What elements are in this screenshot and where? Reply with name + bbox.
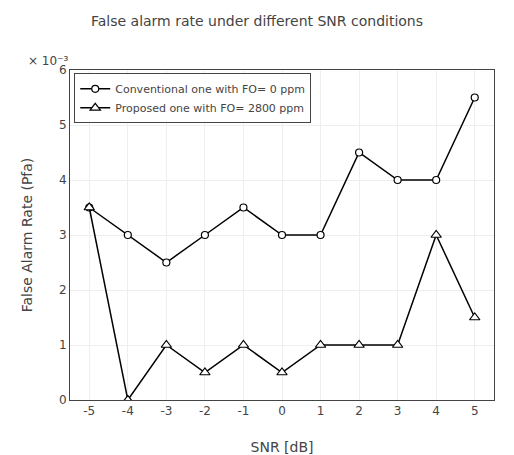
svg-text:False Alarm Rate (Pfa): False Alarm Rate (Pfa) <box>19 158 35 313</box>
svg-text:False alarm rate under differe: False alarm rate under different SNR con… <box>91 13 423 29</box>
svg-text:6: 6 <box>59 63 67 77</box>
svg-text:Conventional one with FO= 0 pp: Conventional one with FO= 0 ppm <box>115 83 305 96</box>
svg-text:0: 0 <box>278 404 286 418</box>
svg-text:5: 5 <box>59 118 67 132</box>
svg-text:-4: -4 <box>122 404 134 418</box>
svg-text:5: 5 <box>471 404 479 418</box>
svg-text:1: 1 <box>317 404 325 418</box>
svg-text:0: 0 <box>59 393 67 407</box>
svg-text:Proposed one with FO= 2800 ppm: Proposed one with FO= 2800 ppm <box>115 102 304 115</box>
svg-text:-5: -5 <box>83 404 95 418</box>
svg-text:3: 3 <box>394 404 402 418</box>
svg-text:1: 1 <box>59 338 67 352</box>
svg-text:× 10⁻³: × 10⁻³ <box>28 54 68 68</box>
svg-text:-1: -1 <box>237 404 249 418</box>
svg-text:4: 4 <box>432 404 440 418</box>
svg-text:2: 2 <box>59 283 67 297</box>
svg-text:SNR [dB]: SNR [dB] <box>251 439 314 455</box>
svg-text:3: 3 <box>59 228 67 242</box>
svg-text:4: 4 <box>59 173 67 187</box>
svg-text:-3: -3 <box>160 404 172 418</box>
svg-text:2: 2 <box>355 404 363 418</box>
svg-text:-2: -2 <box>199 404 211 418</box>
